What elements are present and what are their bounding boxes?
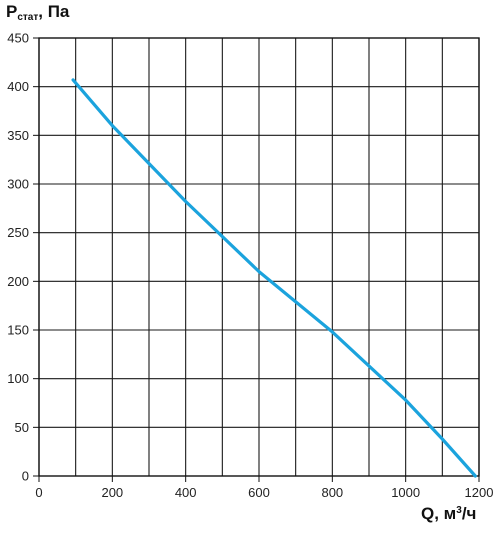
y-tick-label: 400	[7, 79, 29, 94]
x-tick-label: 200	[101, 485, 123, 500]
x-tick-label: 0	[35, 485, 42, 500]
y-tick-label: 250	[7, 225, 29, 240]
y-tick-label: 150	[7, 323, 29, 338]
y-tick-label: 200	[7, 274, 29, 289]
x-axis-label: Q, м3/ч	[421, 504, 477, 523]
y-tick-label: 450	[7, 31, 29, 46]
y-tick-label: 50	[15, 420, 29, 435]
y-tick-label: 0	[22, 469, 29, 484]
x-ticks: 0 200 400 600 800 1000 1200	[35, 476, 493, 500]
x-tick-label: 1000	[391, 485, 420, 500]
y-tick-label: 300	[7, 177, 29, 192]
grid	[38, 37, 480, 477]
x-tick-label: 800	[321, 485, 343, 500]
y-ticks: 0 50 100 150 200 250 300 350 400 450	[7, 31, 39, 484]
series-line	[71, 78, 477, 478]
x-tick-label: 1200	[465, 485, 494, 500]
y-tick-label: 350	[7, 128, 29, 143]
y-tick-label: 100	[7, 371, 29, 386]
series-group	[71, 78, 477, 478]
y-axis-label: Pстат, Па	[6, 2, 70, 23]
x-tick-label: 400	[175, 485, 197, 500]
x-tick-label: 600	[248, 485, 270, 500]
